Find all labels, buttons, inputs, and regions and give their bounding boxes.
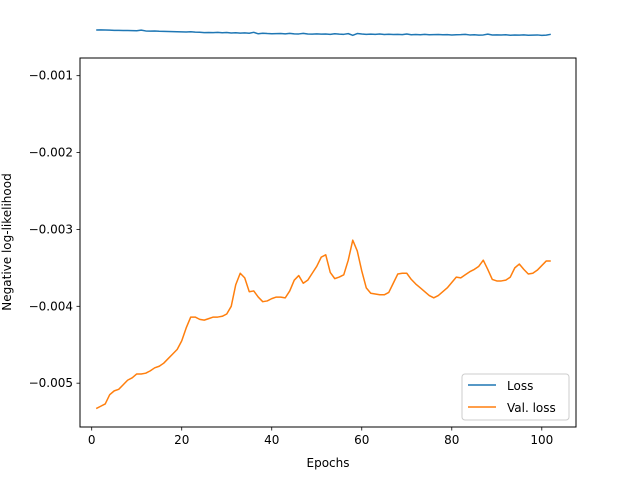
plot-frame xyxy=(79,57,577,428)
y-tick-label: −0.003 xyxy=(29,222,73,236)
x-tick-label: 80 xyxy=(444,433,459,447)
x-tick-label: 40 xyxy=(264,433,279,447)
x-tick-label: 20 xyxy=(174,433,189,447)
y-tick-label: −0.002 xyxy=(29,146,73,160)
y-axis-ticks: −0.001 −0.002 −0.003 −0.004 −0.005 xyxy=(29,69,80,390)
y-axis-label: Negative log-likelihood xyxy=(0,173,14,310)
legend-label-val-loss: Val. loss xyxy=(507,401,556,415)
y-tick-label: −0.001 xyxy=(29,69,73,83)
x-tick-label: 60 xyxy=(354,433,369,447)
x-tick-label: 100 xyxy=(530,433,553,447)
x-axis-ticks: 0 20 40 60 80 100 xyxy=(88,427,553,447)
legend-label-loss: Loss xyxy=(507,379,533,393)
series-lines xyxy=(95,29,551,410)
x-axis-label: Epochs xyxy=(307,456,350,470)
x-tick-label: 0 xyxy=(88,433,96,447)
series-line-val-loss xyxy=(95,239,551,410)
y-tick-label: −0.004 xyxy=(29,299,73,313)
legend: Loss Val. loss xyxy=(461,373,570,421)
series-line-loss xyxy=(96,29,551,37)
y-tick-label: −0.005 xyxy=(29,376,73,390)
